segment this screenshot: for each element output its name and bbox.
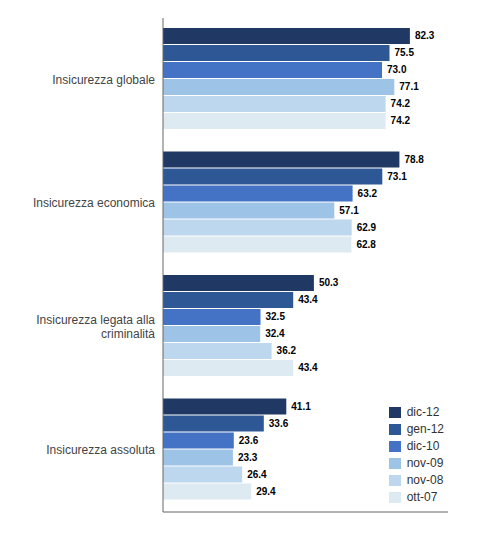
svg-text:50.3: 50.3	[319, 277, 339, 288]
svg-text:43.4: 43.4	[298, 294, 318, 305]
svg-text:73.0: 73.0	[387, 64, 407, 75]
svg-text:77.1: 77.1	[399, 81, 419, 92]
svg-text:74.2: 74.2	[391, 115, 411, 126]
svg-text:62.8: 62.8	[356, 239, 376, 250]
html-text:nov-09: nov-09	[406, 456, 444, 470]
html-text:ott-07: ott-07	[406, 490, 438, 504]
svg-text:Insicurezza globale: Insicurezza globale	[52, 73, 155, 87]
svg-text:32.4: 32.4	[265, 328, 285, 339]
svg-text:23.3: 23.3	[238, 452, 258, 463]
svg-text:33.6: 33.6	[269, 418, 289, 429]
html-text:nov-08: nov-08	[406, 473, 444, 487]
svg-text:26.4: 26.4	[247, 469, 267, 480]
svg-text:74.2: 74.2	[391, 98, 411, 109]
svg-text:Insicurezza assoluta: Insicurezza assoluta	[46, 443, 155, 457]
svg-text:75.5: 75.5	[395, 47, 415, 58]
svg-text:82.3: 82.3	[415, 30, 435, 41]
svg-text:63.2: 63.2	[358, 188, 378, 199]
html-text:gen-12: gen-12	[406, 422, 444, 436]
svg-text:73.1: 73.1	[387, 171, 407, 182]
svg-text:Insicurezza economica: Insicurezza economica	[33, 196, 155, 210]
svg-text:41.1: 41.1	[291, 401, 311, 412]
html-text:dic-10: dic-10	[406, 439, 440, 453]
svg-text:36.2: 36.2	[277, 345, 297, 356]
svg-text:Insicurezza legata allacrimina: Insicurezza legata allacriminalità	[36, 313, 155, 341]
svg-text:57.1: 57.1	[339, 205, 359, 216]
svg-text:23.6: 23.6	[239, 435, 259, 446]
svg-text:43.4: 43.4	[298, 362, 318, 373]
svg-text:29.4: 29.4	[256, 486, 276, 497]
html-text:dic-12: dic-12	[406, 405, 440, 419]
svg-text:32.5: 32.5	[266, 311, 286, 322]
svg-text:78.8: 78.8	[404, 154, 424, 165]
svg-text:62.9: 62.9	[357, 222, 377, 233]
